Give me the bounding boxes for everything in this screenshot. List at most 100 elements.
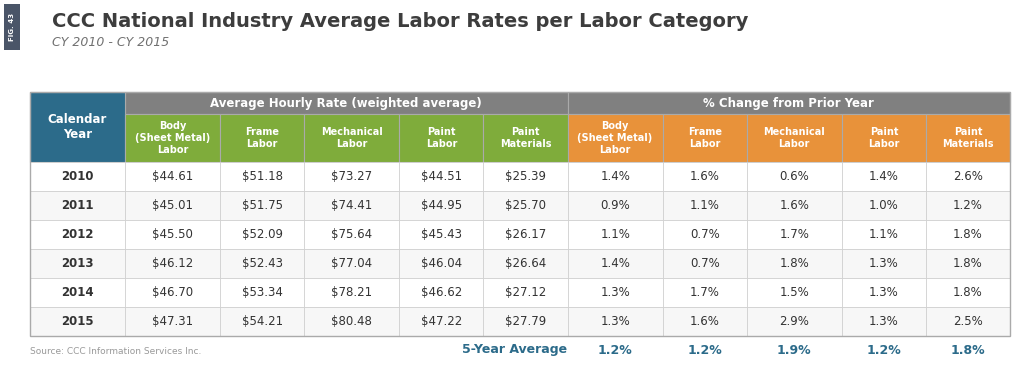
Text: CCC National Industry Average Labor Rates per Labor Category: CCC National Industry Average Labor Rate…: [52, 12, 749, 31]
Bar: [125, 278, 220, 307]
Bar: [220, 114, 304, 162]
Bar: [567, 278, 663, 307]
Bar: [220, 249, 304, 278]
Text: $78.21: $78.21: [332, 286, 373, 299]
Bar: [220, 191, 304, 220]
Text: $26.17: $26.17: [505, 228, 546, 241]
Text: Paint
Labor: Paint Labor: [868, 127, 900, 149]
Bar: [926, 307, 1010, 336]
Bar: [746, 220, 842, 249]
Bar: [304, 114, 399, 162]
Bar: [304, 278, 399, 307]
Text: 1.7%: 1.7%: [779, 228, 809, 241]
Text: 1.8%: 1.8%: [779, 257, 809, 270]
Bar: [842, 278, 926, 307]
Text: $51.18: $51.18: [242, 170, 283, 183]
Text: 1.7%: 1.7%: [690, 286, 720, 299]
Bar: [30, 191, 125, 220]
Bar: [304, 191, 399, 220]
Bar: [399, 162, 483, 191]
Text: FIG. 43: FIG. 43: [9, 13, 15, 41]
Bar: [746, 307, 842, 336]
Text: $46.62: $46.62: [421, 286, 462, 299]
Text: Frame
Labor: Frame Labor: [246, 127, 280, 149]
Text: Paint
Labor: Paint Labor: [426, 127, 457, 149]
Bar: [926, 191, 1010, 220]
Text: Mechanical
Labor: Mechanical Labor: [321, 127, 383, 149]
Bar: [30, 249, 125, 278]
Text: $45.43: $45.43: [421, 228, 462, 241]
Text: CY 2010 - CY 2015: CY 2010 - CY 2015: [52, 36, 169, 49]
Text: $47.22: $47.22: [421, 315, 462, 328]
Bar: [30, 278, 125, 307]
Text: $75.64: $75.64: [332, 228, 373, 241]
Bar: [125, 162, 220, 191]
Bar: [30, 220, 125, 249]
Bar: [663, 307, 746, 336]
Text: 1.8%: 1.8%: [953, 257, 983, 270]
Bar: [842, 162, 926, 191]
Text: $46.12: $46.12: [152, 257, 194, 270]
Bar: [926, 162, 1010, 191]
Bar: [483, 162, 567, 191]
Text: 0.9%: 0.9%: [600, 199, 630, 212]
Text: 0.6%: 0.6%: [779, 170, 809, 183]
Bar: [30, 92, 1010, 336]
Bar: [399, 249, 483, 278]
Bar: [746, 191, 842, 220]
Bar: [30, 162, 125, 191]
Text: $25.39: $25.39: [505, 170, 546, 183]
Text: Body
(Sheet Metal)
Labor: Body (Sheet Metal) Labor: [578, 122, 652, 154]
Bar: [663, 220, 746, 249]
Text: $47.31: $47.31: [153, 315, 194, 328]
Text: $77.04: $77.04: [332, 257, 373, 270]
Bar: [567, 92, 1010, 114]
Text: 1.4%: 1.4%: [600, 170, 630, 183]
Bar: [663, 278, 746, 307]
Bar: [567, 162, 663, 191]
Bar: [399, 307, 483, 336]
Text: $52.43: $52.43: [242, 257, 283, 270]
Text: 1.6%: 1.6%: [779, 199, 809, 212]
Text: $80.48: $80.48: [332, 315, 373, 328]
Text: 1.3%: 1.3%: [600, 286, 630, 299]
Text: Paint
Materials: Paint Materials: [942, 127, 993, 149]
Bar: [125, 307, 220, 336]
Text: $46.70: $46.70: [153, 286, 194, 299]
Text: 1.9%: 1.9%: [777, 344, 812, 356]
Bar: [842, 191, 926, 220]
Bar: [746, 249, 842, 278]
Text: 1.8%: 1.8%: [953, 286, 983, 299]
Bar: [842, 220, 926, 249]
Text: 2015: 2015: [61, 315, 94, 328]
Text: $74.41: $74.41: [331, 199, 373, 212]
Bar: [926, 220, 1010, 249]
Text: Paint
Materials: Paint Materials: [500, 127, 551, 149]
Text: $26.64: $26.64: [505, 257, 546, 270]
Text: 1.4%: 1.4%: [600, 257, 630, 270]
Text: 0.7%: 0.7%: [690, 257, 720, 270]
Text: 1.3%: 1.3%: [869, 286, 899, 299]
Text: 1.8%: 1.8%: [953, 228, 983, 241]
Bar: [399, 191, 483, 220]
Text: $44.61: $44.61: [152, 170, 194, 183]
Bar: [399, 114, 483, 162]
Bar: [483, 191, 567, 220]
Bar: [567, 114, 663, 162]
Bar: [304, 307, 399, 336]
Text: 2.5%: 2.5%: [953, 315, 983, 328]
Text: 1.5%: 1.5%: [779, 286, 809, 299]
Bar: [483, 278, 567, 307]
Bar: [220, 220, 304, 249]
Bar: [567, 307, 663, 336]
Text: 2012: 2012: [61, 228, 94, 241]
Text: 2013: 2013: [61, 257, 94, 270]
Text: $27.79: $27.79: [505, 315, 546, 328]
Text: 2014: 2014: [61, 286, 94, 299]
Bar: [30, 92, 125, 162]
Text: 0.7%: 0.7%: [690, 228, 720, 241]
Text: $46.04: $46.04: [421, 257, 462, 270]
Text: Calendar
Year: Calendar Year: [48, 113, 108, 141]
Text: 2011: 2011: [61, 199, 94, 212]
Bar: [483, 249, 567, 278]
